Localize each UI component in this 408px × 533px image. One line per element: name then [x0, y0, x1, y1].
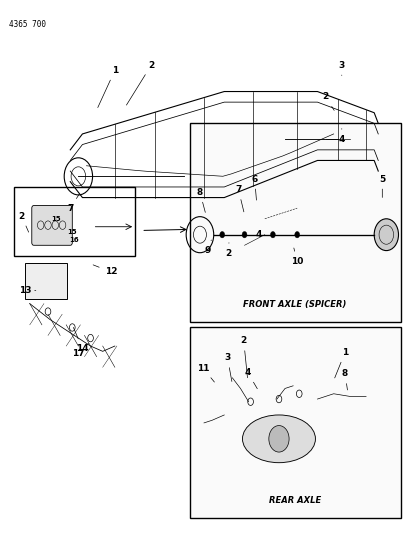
Text: FRONT AXLE (SPICER): FRONT AXLE (SPICER) — [244, 300, 347, 309]
Text: REAR AXLE: REAR AXLE — [269, 496, 322, 505]
Text: 2: 2 — [225, 243, 231, 258]
Text: 2: 2 — [126, 61, 155, 105]
Circle shape — [269, 425, 289, 452]
Circle shape — [271, 231, 275, 238]
FancyBboxPatch shape — [25, 263, 67, 300]
Text: 14: 14 — [73, 327, 89, 353]
Text: 7: 7 — [235, 185, 244, 212]
Text: 1: 1 — [335, 348, 348, 378]
Text: 7: 7 — [67, 195, 79, 213]
Bar — [190, 327, 401, 519]
Text: 4: 4 — [339, 128, 345, 144]
Circle shape — [220, 231, 225, 238]
Text: 16: 16 — [69, 237, 79, 243]
Circle shape — [374, 219, 399, 251]
Text: 10: 10 — [291, 248, 304, 265]
Circle shape — [242, 231, 247, 238]
Text: 9: 9 — [205, 240, 211, 255]
Text: 4: 4 — [255, 230, 262, 239]
Bar — [13, 187, 135, 256]
Text: 4: 4 — [244, 368, 257, 389]
Text: 2: 2 — [322, 92, 334, 110]
FancyBboxPatch shape — [32, 206, 72, 245]
Text: 3: 3 — [339, 61, 345, 76]
Circle shape — [295, 231, 299, 238]
Text: 6: 6 — [251, 174, 258, 200]
Text: 3: 3 — [224, 353, 232, 382]
Text: 2: 2 — [18, 212, 29, 232]
Text: 4365 700: 4365 700 — [9, 20, 47, 29]
Text: 15: 15 — [51, 216, 61, 222]
Ellipse shape — [242, 415, 315, 463]
Text: 8: 8 — [197, 188, 205, 212]
Text: 8: 8 — [342, 369, 348, 390]
Text: 15: 15 — [67, 229, 77, 235]
Text: 2: 2 — [241, 336, 248, 378]
Text: 12: 12 — [93, 265, 117, 276]
Text: 11: 11 — [197, 364, 214, 382]
Text: 5: 5 — [379, 174, 386, 197]
Text: 17: 17 — [72, 343, 89, 359]
Text: 1: 1 — [98, 66, 118, 108]
Bar — [190, 123, 401, 322]
Text: 13: 13 — [20, 286, 36, 295]
